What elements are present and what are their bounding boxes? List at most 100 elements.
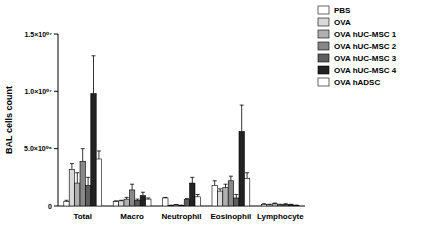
error-bar [229,176,233,181]
bar [119,201,124,206]
legend-label: OVA hADSC [334,78,380,87]
y-tick [54,34,58,35]
error-bar [174,204,178,205]
error-bar [81,149,85,162]
error-bar [268,204,272,206]
bar [75,183,80,206]
bar [140,196,145,206]
error-bar [224,184,228,187]
bar [146,199,151,206]
legend-swatch [318,66,329,74]
legend-label: PBS [334,6,351,15]
chart: 0 5.0×10⁰⁶ 1.0×10⁰⁷ 1.5×10⁰⁷ BAL cells count… [0,0,446,230]
bar [184,200,189,206]
bar [96,159,101,206]
error-bar [289,204,293,206]
y-tick [54,91,58,92]
legend: PBS OVA OVA hUC-MSC 1 OVA hUC-MSC 2 OVA hUC-… [318,6,397,87]
bar [272,204,277,206]
error-bar [190,177,194,183]
bar [244,178,249,206]
error-bar [213,181,217,186]
legend-swatch [318,18,329,26]
error-bar [273,203,277,205]
bar [91,94,96,206]
error-bar [97,151,101,159]
legend-swatch [318,54,329,62]
error-bar [196,195,200,197]
y-tick-label: 1.5×10⁰⁷ [24,31,52,38]
y-axis [58,34,59,206]
error-bar [234,195,238,198]
error-bar [163,197,167,199]
bar [195,197,200,206]
error-bar [119,200,123,202]
legend-label: OVA [334,18,351,27]
bar [129,190,134,206]
bar [294,205,299,206]
bar [278,205,283,206]
y-tick [54,206,58,207]
error-bar [86,177,90,185]
error-bar [146,198,150,199]
error-bar [295,205,299,206]
bar [239,131,244,206]
error-bar [141,192,145,195]
bar [168,205,173,206]
error-bar [240,105,244,131]
error-bar [70,164,74,170]
error-bar [75,173,79,183]
x-tick-label: Neutrophil [162,212,202,221]
error-bar [136,199,140,200]
bar [179,205,184,206]
bar [64,201,69,206]
bar [288,205,293,206]
bar [113,201,118,206]
legend-label: OVA hUC-MSC 2 [334,42,397,51]
legend-swatch [318,6,329,14]
error-bar [169,205,173,206]
bar [212,185,217,206]
legend-swatch [318,78,329,86]
error-bar [65,200,69,201]
x-tick-label: Macro [120,212,144,221]
legend-label: OVA hUC-MSC 1 [334,30,397,39]
bar [124,199,129,206]
error-bar [284,203,288,205]
bar [190,183,195,206]
x-tick-label: Eosinophil [210,212,251,221]
error-bar [130,184,134,190]
bar [228,181,233,206]
legend-swatch [318,42,329,50]
y-tick-label: 1.0×10⁰⁷ [24,88,52,95]
legend-label: OVA hUC-MSC 3 [334,54,397,63]
x-tick-label: Lymphocyte [257,212,304,221]
y-tick-label: 5.0×10⁰⁶ [24,145,52,152]
error-bar [180,205,184,206]
y-axis-label: BAL cells count [4,86,14,154]
error-bar [185,199,189,200]
error-bar [278,204,282,206]
bar [283,204,288,206]
y-tick-label: 0 [48,203,52,210]
bar [223,188,228,206]
bar [135,200,140,206]
bar [261,204,266,206]
error-bar [262,203,266,205]
error-bar [218,189,222,191]
bar [80,161,85,206]
error-bar [92,56,96,94]
bars [64,56,299,206]
bar [234,198,239,206]
bar [163,198,168,206]
bar [85,185,90,206]
bar [217,191,222,206]
bar [69,169,74,206]
y-tick [54,148,58,149]
bar [173,205,178,206]
legend-swatch [318,30,329,38]
bar [267,205,272,206]
x-tick-label: Total [73,212,92,221]
error-bar [245,173,249,179]
error-bar [125,197,129,199]
